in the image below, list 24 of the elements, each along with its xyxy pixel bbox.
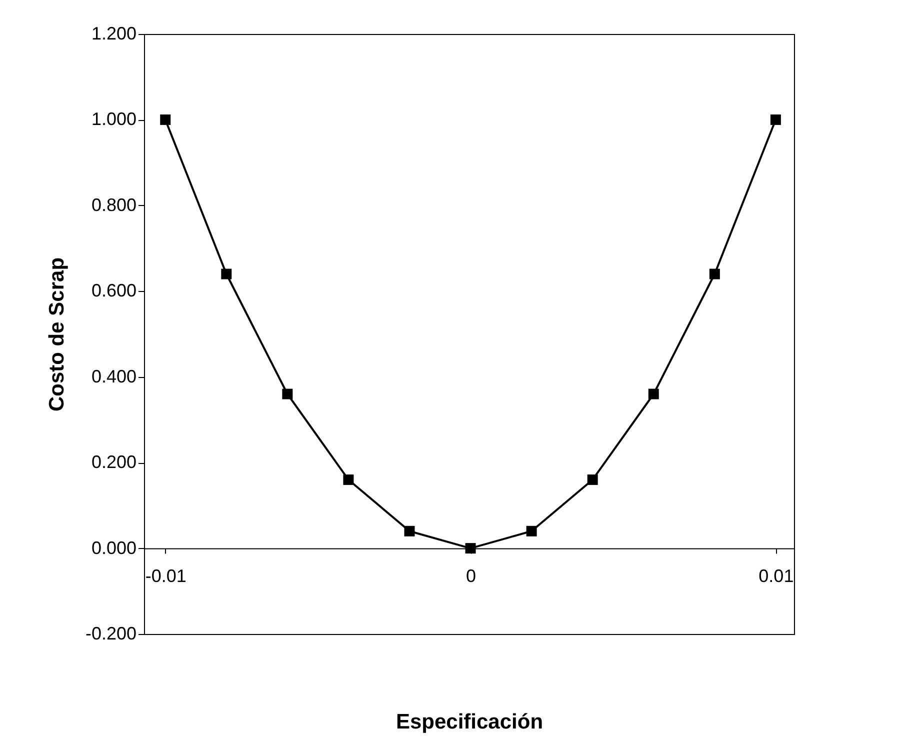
point [221, 268, 232, 280]
point [587, 474, 598, 485]
y-tick-label: 0.600 [91, 280, 136, 301]
point [343, 474, 354, 485]
x-tick-label: 0.01 [758, 566, 794, 586]
x-tick-label: -0.01 [145, 566, 186, 586]
point [160, 114, 171, 125]
y-tick-label: -0.200 [85, 624, 136, 644]
y-tick-label: 1.200 [91, 24, 136, 44]
point [465, 543, 476, 554]
y-tick-label: 0.200 [91, 452, 136, 472]
y-tick-label: 1.000 [91, 109, 136, 130]
point [648, 388, 659, 400]
y-tick-label: 0.400 [91, 366, 136, 386]
y-axis-title: Costo de Scrap [45, 257, 68, 412]
point [282, 388, 293, 400]
point [709, 268, 720, 280]
y-tick-label: 0.000 [91, 538, 136, 558]
point [770, 114, 781, 125]
point [526, 526, 537, 536]
x-axis-title: Especificación [396, 710, 544, 734]
x-tick-label: 0 [466, 566, 476, 586]
point [404, 526, 415, 536]
y-tick-label: 0.800 [91, 194, 136, 215]
